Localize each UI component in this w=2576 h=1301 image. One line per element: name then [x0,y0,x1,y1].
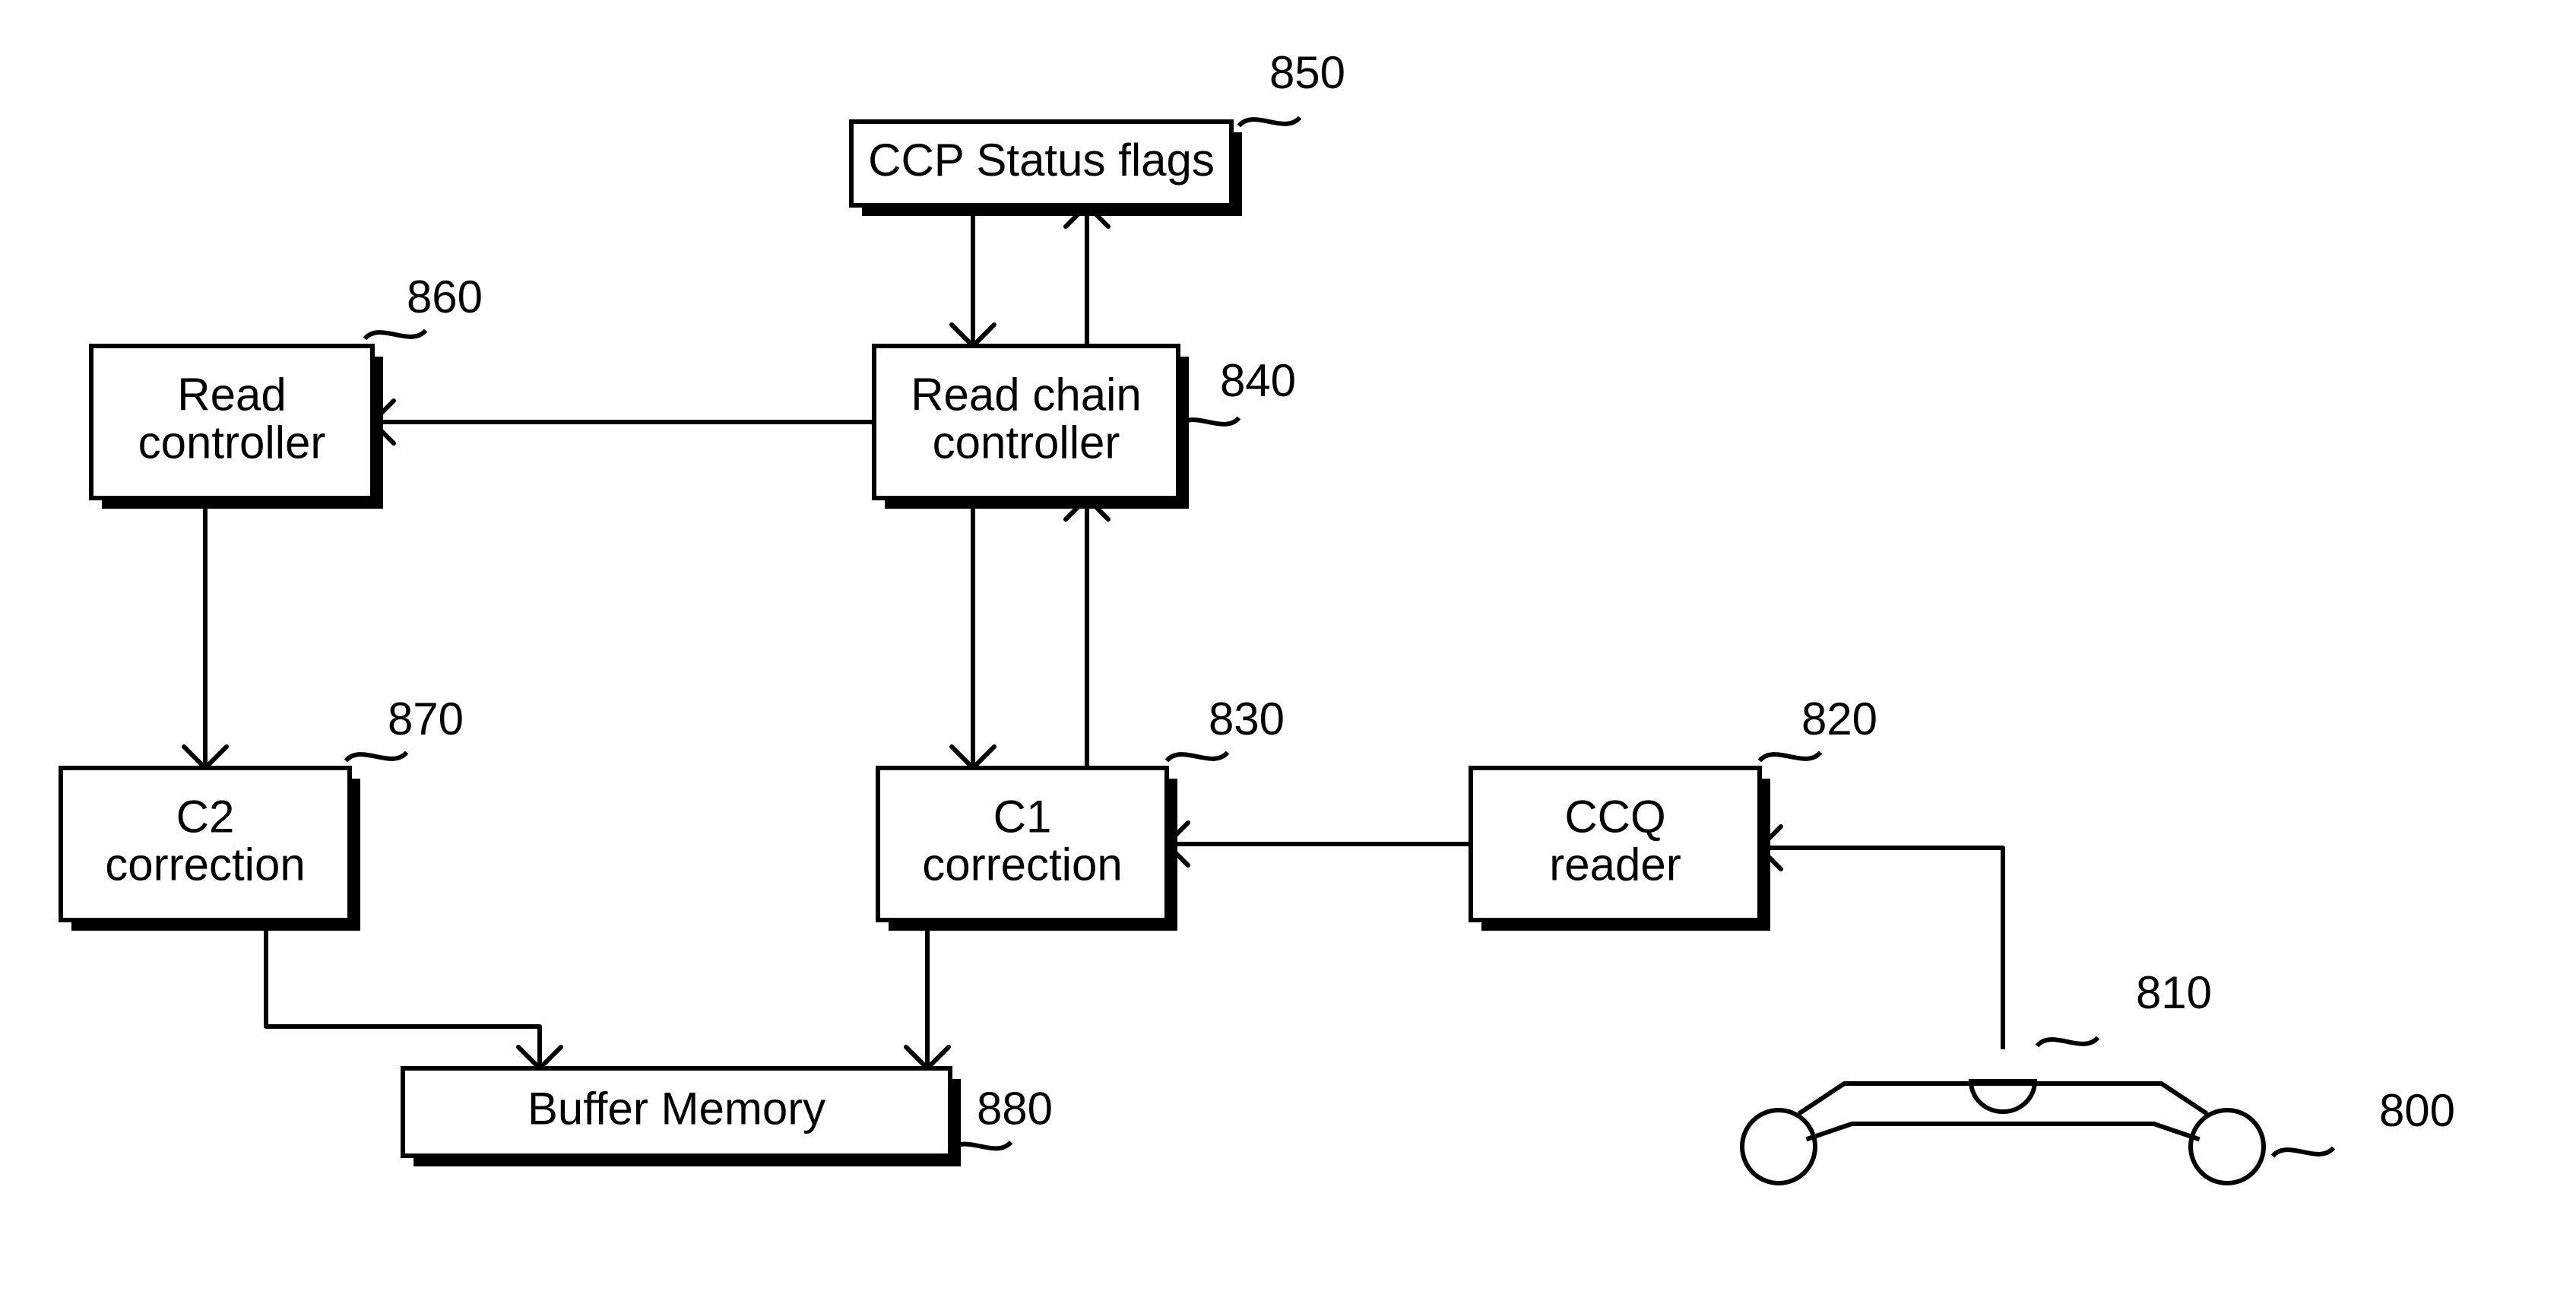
chain-ref-number: 840 [1220,355,1296,406]
tape-top-track [1798,1084,2207,1114]
tape-right-reel [2191,1110,2264,1183]
c2-ref-number: 870 [388,693,464,744]
ccp-ref-wave [1239,118,1300,126]
chain-label-line2: controller [933,417,1120,468]
c1-label-line1: C1 [993,791,1052,842]
tape-bottom-track [1806,1124,2199,1139]
buf-ref-number: 880 [977,1083,1053,1134]
tape-head-ref-wave [2037,1038,2098,1046]
edges-layer [184,205,2003,1068]
c1-label-line2: correction [922,839,1122,890]
ccq-label-line1: CCQ [1564,791,1665,842]
c2-ref-wave [346,753,407,761]
buf-label: Buffer Memory [528,1083,825,1134]
ccp-label: CCP Status flags [868,135,1215,186]
edge-c2-to-buf [266,920,540,1068]
block-diagram: CCP Status flagsReadcontrollerRead chain… [0,0,2576,1301]
c1-ref-number: 830 [1209,693,1285,744]
c2-label-line2: correction [105,839,305,890]
readc-label-line2: controller [138,417,326,468]
readc-label-line1: Read [177,369,286,420]
tape-reader [1742,1081,2264,1183]
ccp-ref-number: 850 [1269,47,1345,98]
tape-reel-ref-number: 800 [2379,1085,2455,1136]
edge-tape-to-ccq [1760,848,2003,1049]
readc-ref-number: 860 [407,271,483,322]
ccq-ref-wave [1760,753,1820,761]
c1-ref-wave [1167,753,1228,761]
tape-reel-ref-wave [2273,1148,2334,1157]
nodes-layer: CCP Status flagsReadcontrollerRead chain… [61,122,1770,1166]
chain-label-line1: Read chain [911,369,1142,420]
tape-head-ref-number: 810 [2136,967,2212,1018]
ccq-ref-number: 820 [1801,693,1877,744]
tape-left-reel [1742,1110,1815,1183]
c2-label-line1: C2 [176,791,235,842]
labels-layer: 850 860 840 870 830 820 880 810 800 [346,47,2455,1157]
ccq-label-line2: reader [1549,839,1681,890]
readc-ref-wave [365,331,426,339]
